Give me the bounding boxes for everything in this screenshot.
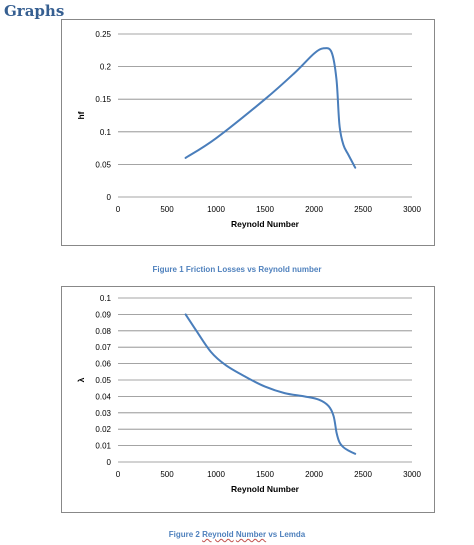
y-tick-label: 0.09 xyxy=(95,310,111,319)
x-tick-label: 3000 xyxy=(403,470,421,479)
y-tick-label: 0.1 xyxy=(100,128,112,137)
y-tick-label: 0.07 xyxy=(95,343,111,352)
chart-2-area: 0 0.01 0.02 0.03 0.04 0.05 0.06 0.07 0.08 0.09 0.1… xyxy=(61,286,435,513)
x-tick-label: 2000 xyxy=(305,470,323,479)
x-tick-label: 0 xyxy=(116,205,121,214)
figure-2-caption: Figure 2 Reynold Number vs Lemda xyxy=(0,530,474,539)
x-tick-label: 1000 xyxy=(207,470,225,479)
x-tick-label: 2000 xyxy=(305,205,323,214)
caption-part: vs Lemda xyxy=(266,530,306,539)
y-tick-label: 0.02 xyxy=(95,425,111,434)
x-axis-title: Reynold Number xyxy=(231,484,300,494)
x-tick-label: 2500 xyxy=(354,205,372,214)
figure-1-caption: Figure 1 Friction Losses vs Reynold numb… xyxy=(152,265,322,274)
x-tick-label: 3000 xyxy=(403,205,421,214)
x-axis-title: Reynold Number xyxy=(231,219,300,229)
x-tick-label: 2500 xyxy=(354,470,372,479)
x-tick-label: 0 xyxy=(116,470,121,479)
y-tick-label: 0.01 xyxy=(95,442,111,451)
chart-1: 0 0.05 0.1 0.15 0.2 0.25 0 500 1000 1500 2000 2500 3… xyxy=(76,30,421,229)
y-axis-title: λ xyxy=(76,377,86,382)
x-tick-label: 1000 xyxy=(207,205,225,214)
chart-1-area: 0 0.05 0.1 0.15 0.2 0.25 0 500 1000 1500 2000 2500 3… xyxy=(61,19,435,246)
x-tick-label: 500 xyxy=(160,470,174,479)
y-tick-label: 0.25 xyxy=(95,30,111,39)
y-axis-title: hf xyxy=(76,111,86,119)
caption-part: Figure 2 xyxy=(168,530,203,539)
page-heading: Graphs xyxy=(4,2,65,20)
chart-2: 0 0.01 0.02 0.03 0.04 0.05 0.06 0.07 0.08 0.09 0.1… xyxy=(76,294,421,494)
x-tick-label: 500 xyxy=(160,205,174,214)
y-tick-label: 0 xyxy=(107,458,112,467)
y-tick-label: 0.04 xyxy=(95,392,111,401)
y-tick-label: 0.06 xyxy=(95,360,111,369)
y-tick-label: 0.03 xyxy=(95,409,111,418)
caption-part-number: Number xyxy=(235,530,267,539)
y-tick-label: 0.05 xyxy=(95,160,111,169)
y-tick-label: 0.1 xyxy=(100,294,112,303)
data-series-line xyxy=(184,47,357,169)
y-tick-label: 0 xyxy=(107,193,112,202)
y-tick-label: 0.2 xyxy=(100,63,112,72)
caption-part-reynold: Reynold xyxy=(202,530,234,539)
data-series-line xyxy=(184,313,357,455)
x-tick-label: 1500 xyxy=(256,470,274,479)
x-tick-label: 1500 xyxy=(256,205,274,214)
y-tick-label: 0.15 xyxy=(95,95,111,104)
y-tick-label: 0.08 xyxy=(95,327,111,336)
y-tick-label: 0.05 xyxy=(95,376,111,385)
